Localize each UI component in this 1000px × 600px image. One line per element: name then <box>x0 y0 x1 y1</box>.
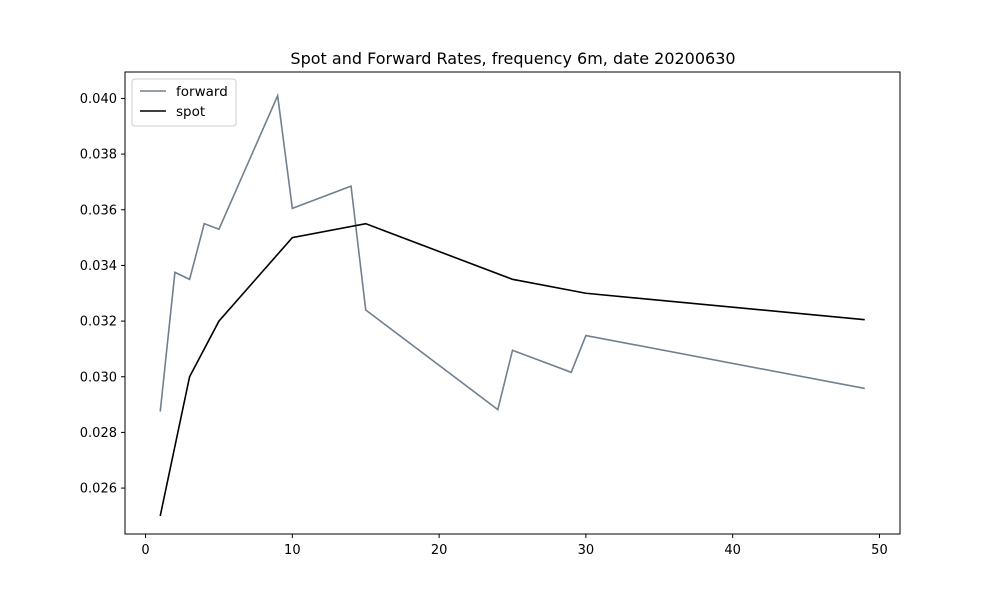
x-tick-label: 50 <box>871 543 888 558</box>
series-line-spot <box>159 222 865 517</box>
legend-label-spot: spot <box>176 104 205 120</box>
legend: forward spot <box>131 78 237 127</box>
x-tick-label: 10 <box>284 543 301 558</box>
chart-title: Spot and Forward Rates, frequency 6m, da… <box>290 49 735 68</box>
legend-label-forward: forward <box>176 84 228 100</box>
x-tick-label: 30 <box>578 543 595 558</box>
plot-frame <box>124 71 901 535</box>
y-tick-label: 0.038 <box>80 148 117 163</box>
y-tick-label: 0.032 <box>80 315 117 330</box>
x-tick-label: 20 <box>431 543 448 558</box>
series-line-forward <box>159 92 865 412</box>
y-tick-label: 0.028 <box>80 426 117 441</box>
x-tick-label: 40 <box>724 543 741 558</box>
y-tick-label: 0.030 <box>80 370 117 385</box>
x-axis: 0 10 20 30 40 50 <box>141 534 888 558</box>
y-tick-label: 0.034 <box>80 259 117 274</box>
y-axis: 0.026 0.028 0.030 0.032 0.034 0.036 0.038 0.040 <box>80 92 125 497</box>
y-tick-label: 0.026 <box>80 482 117 497</box>
y-tick-label: 0.036 <box>80 203 117 218</box>
series-layer <box>159 92 865 517</box>
y-tick-label: 0.040 <box>80 92 117 107</box>
x-tick-label: 0 <box>141 543 149 558</box>
